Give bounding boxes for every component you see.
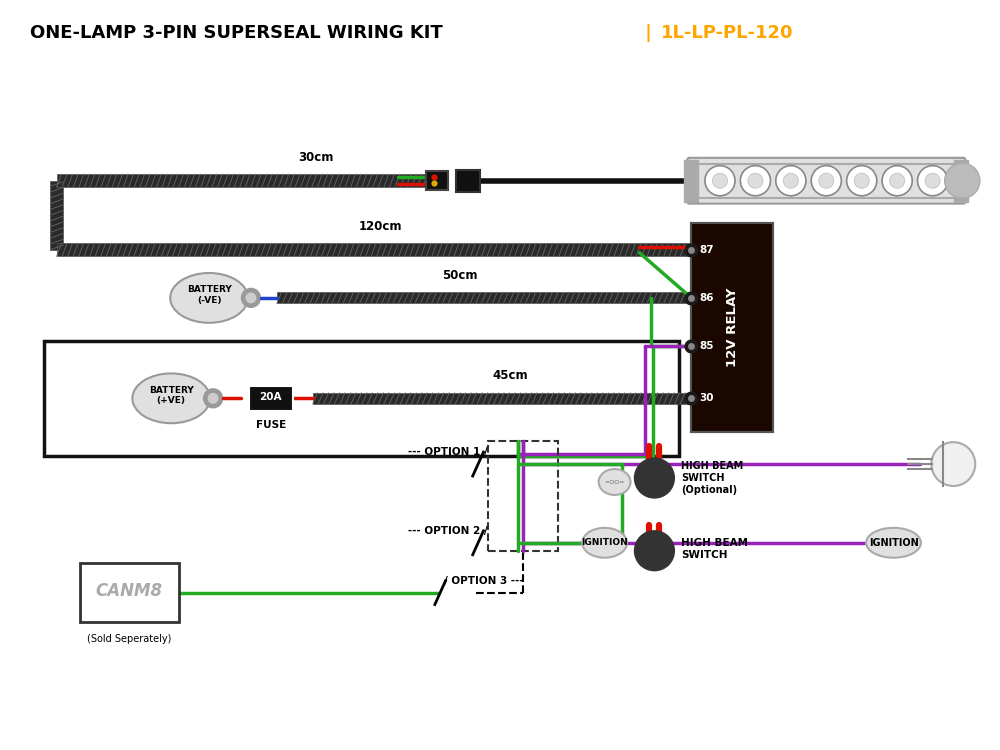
Bar (57, 174, 428, 188)
Circle shape (712, 173, 727, 188)
Text: / OPTION 3 ---: / OPTION 3 --- (444, 575, 524, 586)
Text: IGNITION: IGNITION (581, 538, 628, 548)
Bar (488, 441, 558, 550)
Circle shape (748, 173, 763, 188)
Circle shape (918, 166, 948, 196)
Text: IGNITION: IGNITION (869, 538, 918, 548)
Text: 12V RELAY: 12V RELAY (726, 287, 739, 367)
Ellipse shape (599, 469, 631, 495)
Circle shape (890, 173, 905, 188)
Text: HIGH BEAM
SWITCH: HIGH BEAM SWITCH (681, 538, 748, 560)
Circle shape (635, 458, 674, 498)
Text: 85: 85 (699, 341, 714, 351)
Text: |: | (639, 24, 658, 42)
Text: --- OPTION 2 /: --- OPTION 2 / (408, 526, 488, 536)
Text: --- OPTION 1 /: --- OPTION 1 / (408, 447, 488, 457)
Circle shape (854, 173, 869, 188)
Circle shape (819, 173, 834, 188)
Circle shape (740, 166, 770, 196)
FancyBboxPatch shape (80, 562, 179, 622)
Text: 20A: 20A (260, 392, 282, 402)
Text: 50cm: 50cm (442, 269, 478, 282)
Bar (691, 223, 773, 432)
FancyBboxPatch shape (687, 158, 965, 204)
Text: 87: 87 (699, 244, 714, 255)
Text: CANM8: CANM8 (96, 581, 163, 599)
Circle shape (945, 164, 980, 198)
Circle shape (847, 166, 877, 196)
Circle shape (811, 166, 841, 196)
Bar (313, 393, 691, 404)
Ellipse shape (582, 528, 627, 558)
Text: 12V RELAY: 12V RELAY (726, 287, 739, 367)
Text: 30: 30 (699, 393, 714, 404)
Circle shape (241, 289, 260, 308)
Circle shape (208, 394, 218, 403)
Bar (691, 223, 773, 432)
Text: 120cm: 120cm (359, 220, 402, 232)
Text: ONE-LAMP 3-PIN SUPERSEAL WIRING KIT: ONE-LAMP 3-PIN SUPERSEAL WIRING KIT (30, 24, 442, 42)
Circle shape (925, 173, 940, 188)
Text: HIGH BEAM
SWITCH
(Optional): HIGH BEAM SWITCH (Optional) (681, 461, 744, 494)
Ellipse shape (866, 528, 921, 558)
Circle shape (783, 173, 798, 188)
Text: 86: 86 (699, 293, 714, 303)
Text: =OO=: =OO= (604, 479, 625, 484)
Text: FUSE: FUSE (256, 420, 286, 430)
Circle shape (635, 531, 674, 571)
Bar (50, 181, 63, 250)
Text: (Sold Seperately): (Sold Seperately) (87, 634, 172, 644)
Circle shape (705, 166, 735, 196)
Circle shape (246, 293, 256, 303)
Text: 85: 85 (699, 341, 714, 351)
Circle shape (882, 166, 912, 196)
Text: BATTERY
(-VE): BATTERY (-VE) (187, 285, 231, 304)
Bar (456, 170, 480, 192)
Text: 87: 87 (699, 244, 714, 255)
Text: 30: 30 (699, 393, 714, 404)
Text: 30cm: 30cm (298, 151, 333, 164)
Bar (249, 386, 293, 411)
Circle shape (204, 388, 223, 408)
Text: 45cm: 45cm (492, 369, 528, 382)
Circle shape (776, 166, 806, 196)
Circle shape (931, 442, 975, 486)
Bar (57, 243, 691, 256)
Ellipse shape (132, 374, 210, 423)
Text: 86: 86 (699, 293, 714, 303)
Bar (684, 160, 698, 202)
Bar (426, 171, 448, 190)
Text: 1L-LP-PL-120: 1L-LP-PL-120 (661, 24, 794, 42)
Bar (277, 292, 691, 303)
Text: BATTERY
(+VE): BATTERY (+VE) (149, 386, 194, 405)
Bar (954, 160, 968, 202)
Ellipse shape (170, 273, 248, 322)
Bar (44, 340, 679, 456)
